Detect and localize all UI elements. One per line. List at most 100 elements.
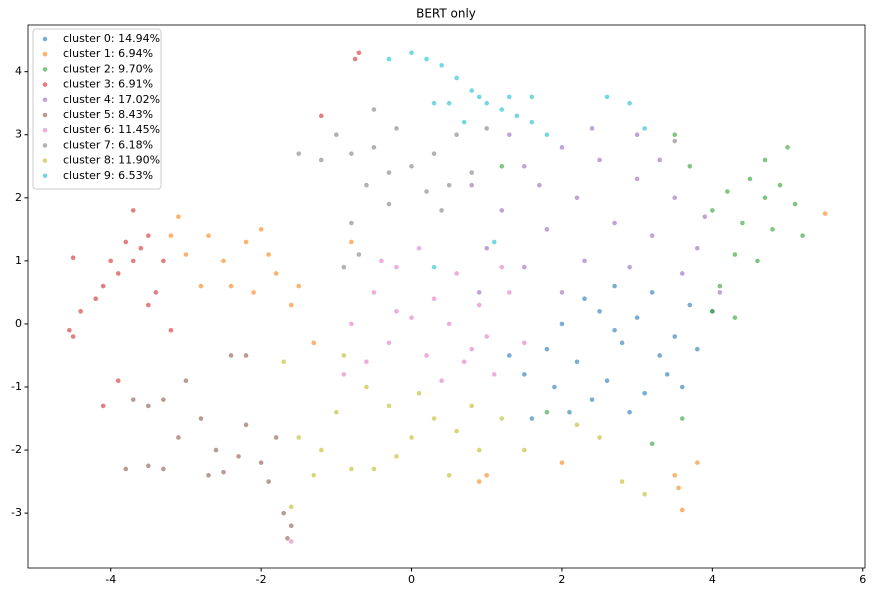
point [318,447,324,453]
point [506,94,512,100]
point [311,340,317,346]
point [484,472,490,478]
y-tick-label: -3 [11,506,22,519]
x-tick-label: 0 [408,573,415,586]
point [409,315,414,320]
point [454,132,459,138]
point [657,157,662,163]
point [454,271,459,276]
point [288,539,294,544]
point [115,378,121,383]
y-tick-label: -2 [11,443,22,456]
point [469,346,474,352]
point [386,56,392,62]
point [522,372,527,377]
point [349,466,354,472]
point [352,56,358,62]
point [123,239,129,245]
point [491,372,497,377]
point [371,145,377,150]
point [559,460,565,465]
point [431,151,437,156]
point [446,321,452,327]
point [544,346,550,352]
point [281,510,286,516]
point [679,384,685,390]
point [198,283,204,289]
point [228,283,234,289]
point [672,334,678,339]
point [499,208,505,213]
legend-marker [42,158,48,163]
point [476,94,482,100]
point [409,163,414,169]
point [612,327,617,333]
point [491,239,497,245]
point [672,472,678,478]
point [732,252,738,257]
point [168,327,174,333]
y-tick-label: 1 [15,254,22,267]
point [70,334,76,339]
point [506,132,512,138]
point [183,252,189,257]
point [371,466,377,472]
legend-box [32,28,162,190]
point [394,309,399,314]
point [694,460,700,465]
point [732,315,738,320]
x-tick-label: 4 [709,573,716,586]
point [334,409,339,415]
point [792,201,798,207]
point [206,233,211,238]
plot-frame [27,24,866,569]
point [800,233,805,238]
point [349,239,354,245]
legend: cluster 0: 14.94% cluster 1: 6.94% cluster… [32,28,162,190]
point [349,151,354,156]
point [273,271,279,276]
point [168,233,174,238]
point [529,416,535,421]
legend-label: cluster 5: 8.43% [63,108,153,121]
y-tick-label: 2 [15,191,22,204]
point [130,208,136,213]
legend-marker [42,112,48,118]
point [409,50,414,56]
point [386,403,392,409]
point [424,189,429,194]
point [574,195,580,201]
point [506,290,512,295]
legend-marker [42,97,48,103]
point [446,472,452,478]
point [679,507,685,513]
point [258,460,264,465]
point [318,113,324,119]
legend-label: cluster 9: 6.53% [63,169,153,182]
point [574,359,580,365]
point [379,258,384,264]
point [153,290,159,295]
point [476,290,482,295]
point [386,340,392,346]
legend-label: cluster 0: 14.94% [63,32,160,45]
point [146,233,151,238]
point [676,485,681,491]
point [634,132,640,138]
point [318,157,324,163]
point [499,163,505,169]
point [176,214,181,220]
point [657,353,662,358]
x-tick-label: -2 [256,573,267,586]
point [619,340,625,346]
point [582,258,587,264]
point [266,479,271,484]
point [115,271,121,276]
point [416,245,422,251]
point [755,258,760,264]
point [243,239,249,245]
legend-marker [42,67,48,72]
point [717,283,723,289]
point [394,454,399,459]
point [296,151,302,156]
